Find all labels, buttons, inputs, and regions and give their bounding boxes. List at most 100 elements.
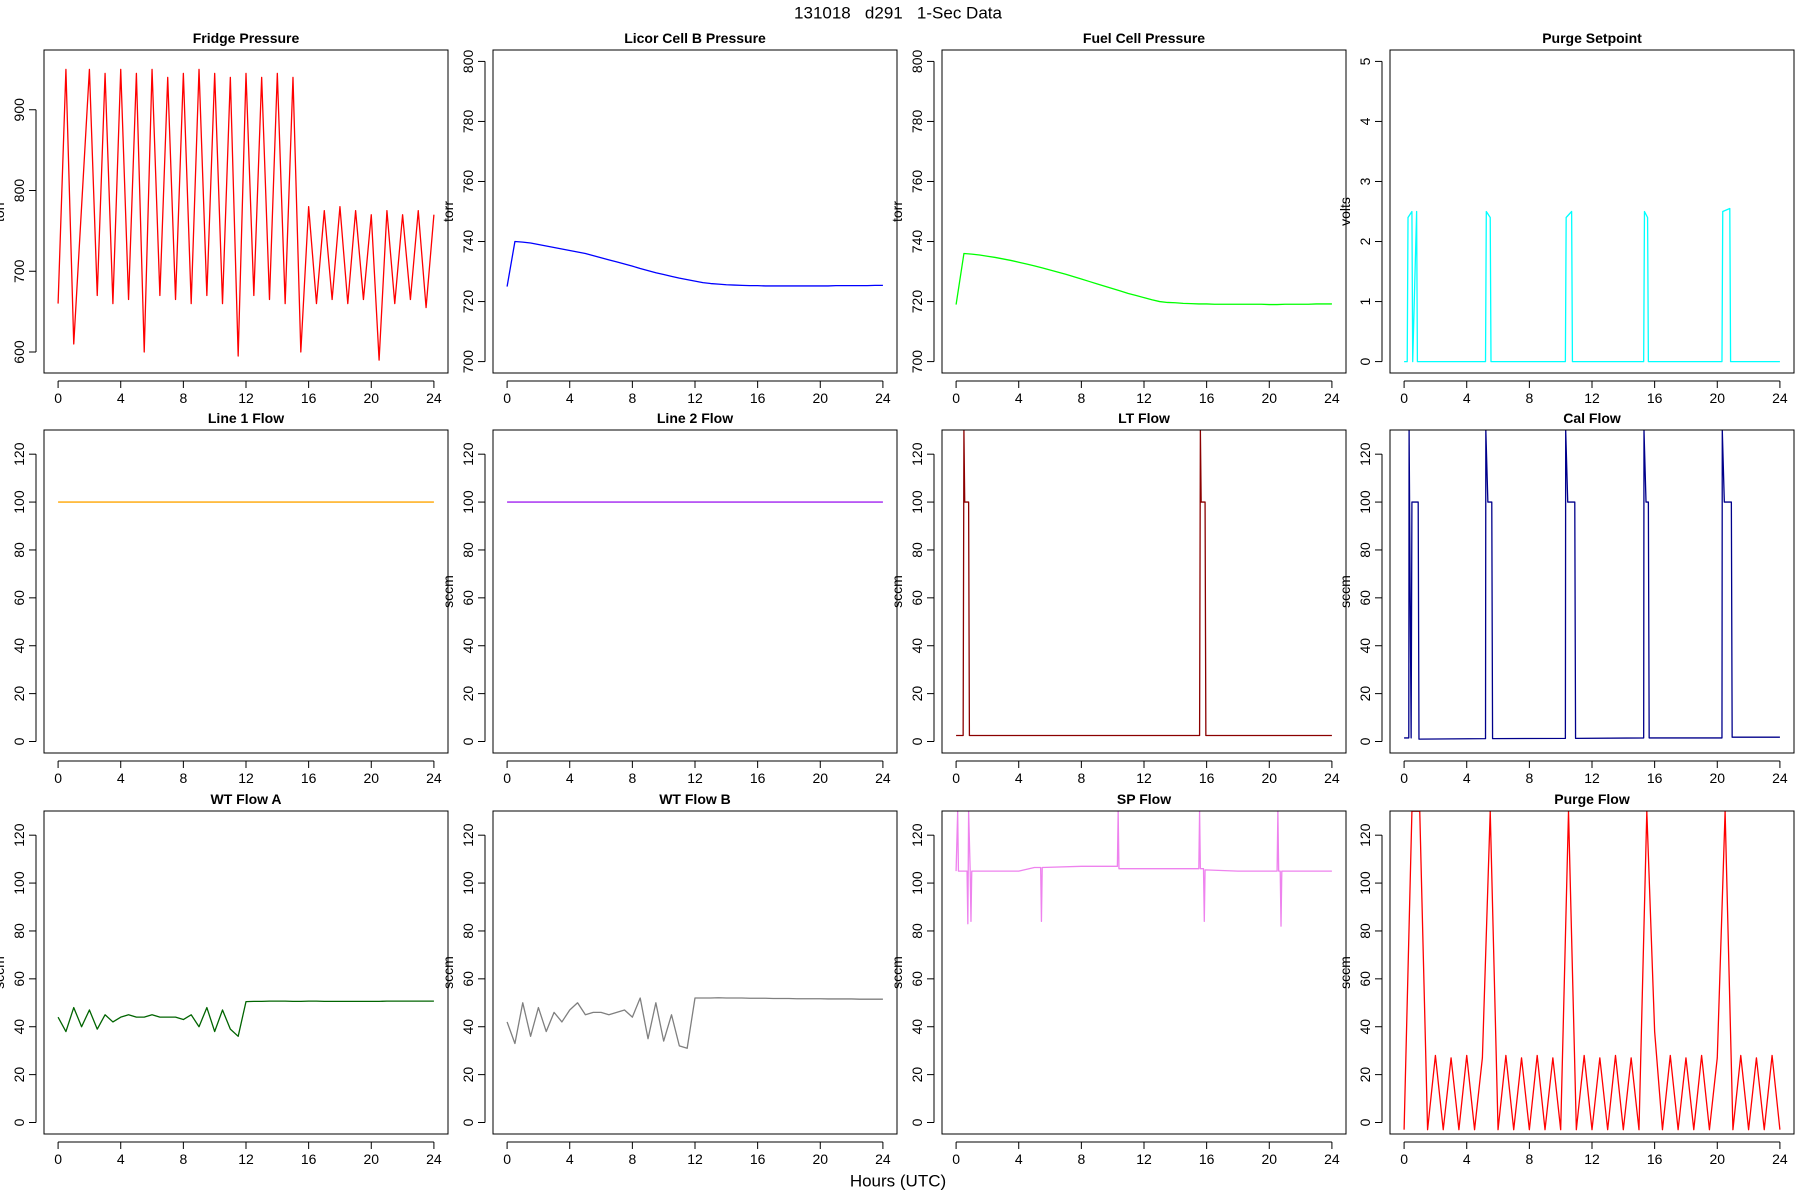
y-tick-label: 60	[1357, 971, 1373, 987]
plot-area	[506, 240, 883, 287]
y-tick-label: 80	[1357, 923, 1373, 939]
x-tick-label: 16	[1199, 390, 1215, 406]
plot-frame	[492, 810, 898, 1135]
x-tick-label: 24	[1772, 770, 1788, 786]
data-line	[506, 240, 883, 287]
x-tick-label: 0	[54, 390, 62, 406]
y-tick-label: 80	[460, 923, 476, 939]
panel-title: Line 1 Flow	[208, 410, 284, 426]
x-tick-label: 24	[1324, 390, 1340, 406]
x-tick-label: 0	[54, 770, 62, 786]
plot-frame	[492, 429, 898, 754]
y-axis-label: sccm	[889, 956, 905, 989]
y-tick-label: 40	[909, 638, 925, 654]
y-tick-label: 60	[909, 971, 925, 987]
y-tick-label: 120	[11, 823, 27, 847]
x-tick-label: 16	[1647, 390, 1663, 406]
x-tick-label: 0	[1400, 770, 1408, 786]
plot-frame	[43, 429, 449, 754]
x-tick-label: 4	[1463, 390, 1471, 406]
data-line	[1403, 811, 1781, 1131]
panel-title: WT Flow B	[659, 791, 731, 807]
plot-area	[57, 1000, 434, 1037]
x-tick-label: 4	[566, 1151, 574, 1167]
x-tick-label: 12	[238, 770, 254, 786]
x-tick-label: 8	[179, 1151, 187, 1167]
x-tick-label: 4	[1015, 390, 1023, 406]
x-tick-label: 24	[426, 1151, 442, 1167]
x-tick-label: 0	[503, 390, 511, 406]
x-tick-label: 20	[363, 390, 379, 406]
x-tick-label: 0	[952, 770, 960, 786]
y-axis-label: sccm	[440, 956, 456, 989]
y-axis-label: torr	[440, 201, 456, 222]
panel: Line 2 Flow sccm 0 4 8 12 16 20 24 0 20 40 60 80 100 12…	[440, 410, 898, 786]
y-tick-label: 0	[460, 737, 476, 745]
x-tick-label: 0	[1400, 1151, 1408, 1167]
y-tick-label: 20	[909, 686, 925, 702]
x-tick-label: 4	[1463, 1151, 1471, 1167]
y-tick-label: 80	[460, 542, 476, 558]
y-axis-label: sccm	[0, 956, 7, 989]
y-tick-label: 20	[11, 1067, 27, 1083]
y-tick-label: 20	[909, 1067, 925, 1083]
y-tick-label: 100	[1357, 871, 1373, 895]
panel-title: WT Flow A	[210, 791, 281, 807]
y-tick-label: 80	[11, 542, 27, 558]
panel: Fridge Pressure torr 0 4 8 12 16 20 24 600 700 800 9…	[0, 30, 449, 406]
y-tick-label: 40	[11, 638, 27, 654]
x-tick-label: 12	[1584, 390, 1600, 406]
plot-area	[1404, 207, 1780, 363]
plot-frame	[941, 810, 1347, 1135]
x-tick-label: 8	[179, 770, 187, 786]
y-axis-label: sccm	[889, 575, 905, 608]
y-tick-label: 2	[1357, 237, 1373, 245]
y-tick-label: 780	[909, 110, 925, 134]
y-tick-label: 40	[460, 1019, 476, 1035]
x-tick-label: 24	[426, 770, 442, 786]
y-tick-label: 80	[909, 542, 925, 558]
y-tick-label: 0	[909, 1118, 925, 1126]
y-tick-label: 5	[1357, 57, 1373, 65]
x-tick-label: 12	[1136, 1151, 1152, 1167]
data-line	[955, 252, 1332, 306]
x-tick-label: 20	[1261, 1151, 1277, 1167]
y-tick-label: 40	[909, 1019, 925, 1035]
y-tick-label: 80	[11, 923, 27, 939]
panel: SP Flow sccm 0 4 8 12 16 20 24 0 20 40 60 80 100 120	[889, 791, 1347, 1167]
y-tick-label: 20	[460, 1067, 476, 1083]
x-tick-label: 20	[1709, 390, 1725, 406]
y-axis-label: volts	[1337, 197, 1353, 226]
plot-frame	[1389, 810, 1795, 1135]
x-tick-label: 24	[1324, 770, 1340, 786]
y-tick-label: 760	[460, 170, 476, 194]
x-tick-label: 0	[952, 1151, 960, 1167]
x-tick-label: 12	[1136, 770, 1152, 786]
y-tick-label: 120	[460, 442, 476, 466]
panel-title: Purge Setpoint	[1542, 30, 1642, 46]
panel: Licor Cell B Pressure torr 0 4 8 12 16 20 24 700 7…	[440, 30, 898, 406]
y-tick-label: 700	[11, 259, 27, 283]
plot-frame	[1389, 49, 1795, 374]
x-tick-label: 12	[238, 390, 254, 406]
y-tick-label: 800	[11, 179, 27, 203]
y-tick-label: 740	[460, 230, 476, 254]
y-tick-label: 40	[460, 638, 476, 654]
data-line	[955, 811, 1332, 927]
y-tick-label: 0	[1357, 1118, 1373, 1126]
y-tick-label: 20	[1357, 686, 1373, 702]
x-tick-label: 20	[812, 770, 828, 786]
x-tick-label: 0	[54, 1151, 62, 1167]
y-tick-label: 740	[909, 230, 925, 254]
x-tick-label: 24	[426, 390, 442, 406]
x-tick-label: 20	[1709, 770, 1725, 786]
y-tick-label: 100	[11, 871, 27, 895]
data-line	[506, 997, 883, 1049]
y-tick-label: 60	[11, 590, 27, 606]
y-tick-label: 60	[909, 590, 925, 606]
x-tick-label: 20	[1261, 770, 1277, 786]
x-tick-label: 20	[812, 1151, 828, 1167]
x-tick-label: 20	[1261, 390, 1277, 406]
x-tick-label: 0	[503, 770, 511, 786]
